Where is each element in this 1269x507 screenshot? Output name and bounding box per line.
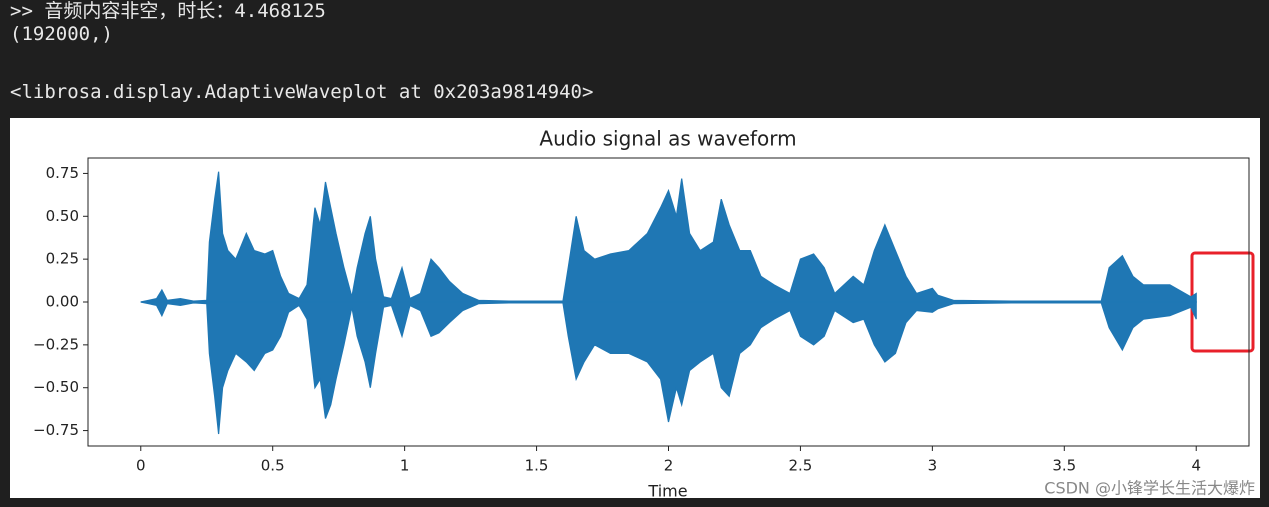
y-tick-label: −0.25: [33, 335, 79, 353]
y-tick-label: −0.75: [33, 421, 79, 439]
x-tick-label: 1.5: [525, 457, 549, 475]
x-tick-label: 2.5: [789, 457, 813, 475]
x-tick-label: 4: [1191, 457, 1201, 475]
y-tick-label: 0.25: [46, 250, 79, 268]
chart-title: Audio signal as waveform: [539, 127, 796, 151]
x-tick-label: 3.5: [1052, 457, 1076, 475]
x-tick-label: 3: [928, 457, 938, 475]
x-tick-label: 2: [664, 457, 674, 475]
waveform-upper: [140, 171, 1197, 303]
console-output: >> 音频内容非空，时长：4.468125 (192000,) <librosa…: [10, 0, 593, 104]
plot-frame: [87, 157, 1250, 447]
x-tick-label: 1: [400, 457, 410, 475]
console-line: <librosa.display.AdaptiveWaveplot at 0x2…: [10, 81, 594, 103]
y-tick-label: 0.50: [46, 207, 79, 225]
watermark: CSDN @小锋学长生活大爆炸: [1044, 479, 1255, 498]
waveform-lower: [140, 301, 1197, 435]
console-line: (192000,): [10, 23, 113, 45]
x-axis-label: Time: [647, 482, 687, 501]
y-tick-label: 0.75: [46, 164, 79, 182]
x-tick-label: 0.5: [261, 457, 285, 475]
y-tick-label: 0.00: [46, 293, 79, 311]
y-tick-label: −0.50: [33, 378, 79, 396]
console-line: >> 音频内容非空，时长：4.468125: [10, 0, 326, 22]
x-tick-label: 0: [136, 457, 146, 475]
